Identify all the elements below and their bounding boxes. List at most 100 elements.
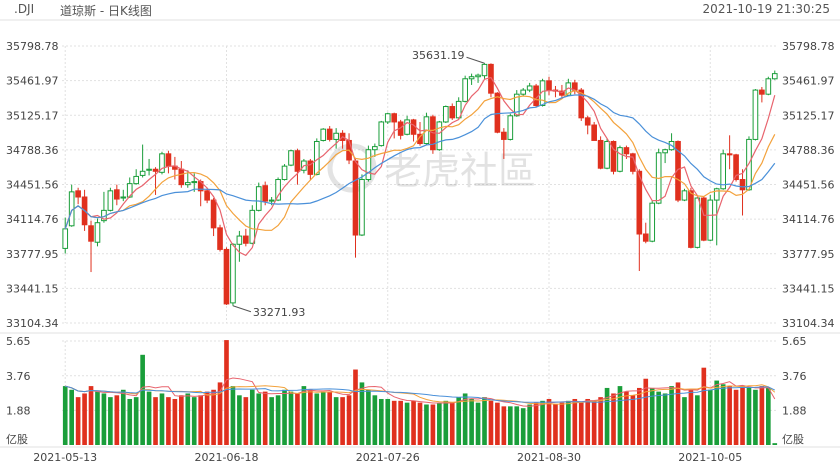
volume-bar[interactable] (682, 397, 687, 445)
volume-bar[interactable] (424, 404, 429, 445)
volume-bar[interactable] (417, 402, 423, 445)
volume-bar[interactable] (262, 391, 268, 445)
volume-bar[interactable] (269, 397, 274, 445)
volume-bar[interactable] (95, 391, 100, 445)
volume-bar[interactable] (359, 382, 365, 445)
volume-bar[interactable] (166, 397, 171, 445)
volume-bar[interactable] (108, 397, 113, 445)
volume-bar[interactable] (759, 386, 765, 445)
volume-bar[interactable] (224, 340, 229, 445)
volume-bar[interactable] (230, 386, 236, 445)
volume-bar[interactable] (340, 397, 345, 445)
candle-body[interactable] (313, 140, 320, 175)
volume-bar[interactable] (172, 398, 178, 445)
candle-body[interactable] (455, 100, 462, 119)
volume-bar[interactable] (256, 393, 262, 445)
volume-bar[interactable] (662, 393, 668, 445)
volume-bar[interactable] (301, 386, 307, 445)
volume-bar[interactable] (430, 404, 436, 445)
candle-body[interactable] (488, 63, 494, 94)
volume-bar[interactable] (501, 406, 507, 445)
candle-body[interactable] (88, 225, 94, 242)
volume-bar[interactable] (617, 386, 623, 445)
volume-bar[interactable] (469, 398, 474, 445)
candle-body[interactable] (739, 179, 746, 191)
volume-bar[interactable] (604, 387, 610, 445)
candle-body[interactable] (501, 131, 507, 140)
volume-bar[interactable] (630, 395, 636, 445)
volume-bar[interactable] (591, 400, 597, 445)
volume-bar[interactable] (449, 402, 455, 445)
candle-body[interactable] (249, 209, 256, 244)
candle-body[interactable] (107, 190, 114, 211)
candle-body[interactable] (165, 153, 172, 167)
volume-bar[interactable] (701, 367, 707, 445)
candle-body[interactable] (771, 73, 778, 80)
candle-body[interactable] (546, 80, 552, 91)
volume-bar[interactable] (727, 386, 732, 445)
candle-body[interactable] (191, 181, 198, 184)
candle-body[interactable] (442, 106, 449, 123)
volume-bar[interactable] (127, 398, 133, 445)
candle-body[interactable] (700, 197, 707, 241)
candle-body[interactable] (333, 132, 339, 140)
volume-bar[interactable] (540, 400, 545, 445)
candle-body[interactable] (139, 170, 146, 176)
candle-body[interactable] (707, 199, 714, 241)
candle-body[interactable] (713, 188, 720, 201)
candle-body[interactable] (372, 146, 378, 151)
volume-bar[interactable] (249, 389, 255, 445)
candle-body[interactable] (675, 140, 681, 201)
volume-bar[interactable] (553, 404, 558, 445)
candle-body[interactable] (649, 202, 656, 242)
volume-bar[interactable] (649, 387, 655, 445)
candle-body[interactable] (610, 140, 617, 172)
volume-bar[interactable] (211, 389, 216, 445)
candle-body[interactable] (75, 190, 81, 198)
volume-bar[interactable] (366, 389, 371, 445)
candle-body[interactable] (681, 190, 688, 201)
volume-bar[interactable] (411, 400, 416, 445)
candle-body[interactable] (204, 190, 210, 201)
candle-body[interactable] (584, 117, 591, 126)
volume-bar[interactable] (75, 397, 81, 445)
volume-bar[interactable] (146, 391, 152, 445)
volume-bar[interactable] (101, 393, 107, 445)
volume-bar[interactable] (746, 387, 752, 445)
candle-body[interactable] (559, 90, 565, 96)
volume-bar[interactable] (120, 389, 126, 445)
candle-body[interactable] (591, 124, 597, 141)
candle-body[interactable] (578, 89, 585, 119)
volume-bar[interactable] (62, 386, 68, 445)
candle-body[interactable] (752, 89, 759, 140)
candle-body[interactable] (475, 74, 481, 78)
volume-bar[interactable] (514, 406, 520, 445)
candle-body[interactable] (662, 149, 668, 154)
volume-bar[interactable] (585, 398, 591, 445)
volume-bar[interactable] (295, 393, 300, 445)
volume-bar[interactable] (669, 386, 674, 445)
volume-bar[interactable] (353, 369, 358, 445)
volume-bar[interactable] (559, 402, 565, 445)
volume-bar[interactable] (204, 391, 210, 445)
volume-bar[interactable] (191, 397, 197, 445)
volume-bar[interactable] (320, 391, 326, 445)
volume-bar[interactable] (69, 389, 74, 445)
volume-bar[interactable] (624, 391, 629, 445)
volume-bar[interactable] (488, 400, 494, 445)
volume-bar[interactable] (237, 395, 242, 445)
candle-body[interactable] (365, 149, 372, 181)
volume-bar[interactable] (462, 393, 468, 445)
volume-bar[interactable] (404, 402, 410, 445)
volume-bar[interactable] (308, 389, 313, 445)
candle-body[interactable] (636, 170, 643, 235)
candle-body[interactable] (384, 113, 391, 123)
volume-bar[interactable] (495, 402, 500, 445)
volume-bar[interactable] (598, 397, 603, 445)
candle-body[interactable] (688, 190, 694, 248)
volume-bar[interactable] (82, 393, 87, 445)
volume-bar[interactable] (707, 389, 713, 445)
volume-bar[interactable] (720, 384, 726, 445)
volume-bar[interactable] (385, 398, 391, 445)
volume-bar[interactable] (185, 393, 191, 445)
